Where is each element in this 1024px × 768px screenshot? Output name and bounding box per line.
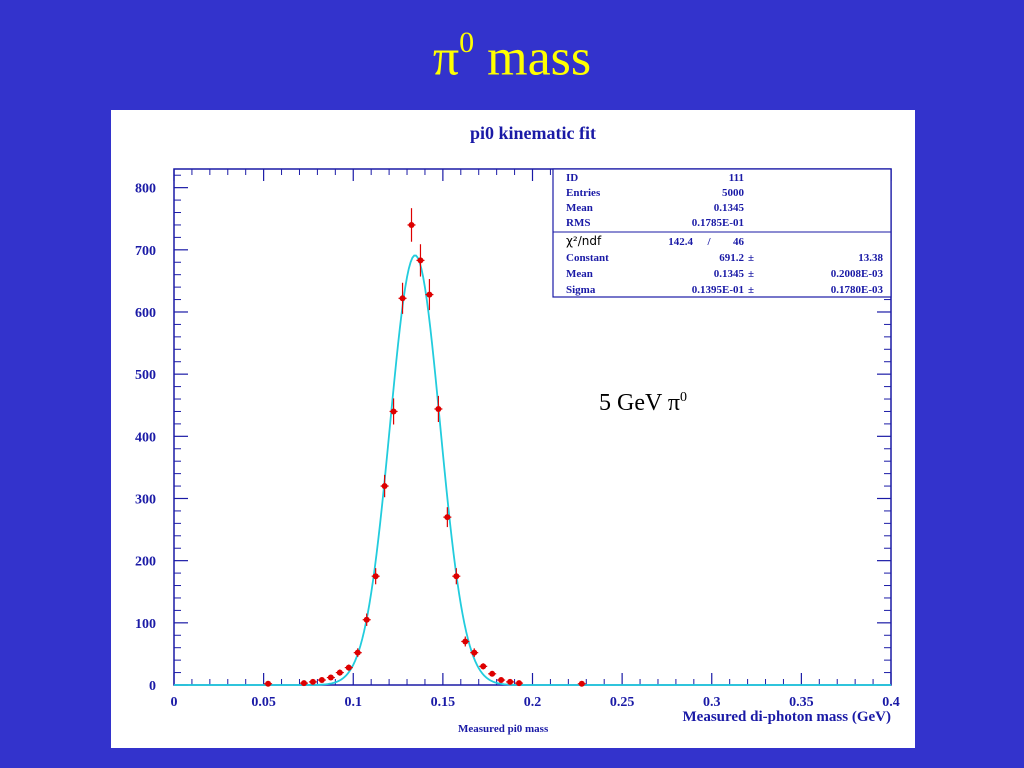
- energy-annotation: 5 GeV π0: [599, 390, 687, 417]
- data-point: [399, 295, 406, 302]
- energy-annotation-superscript: 0: [680, 390, 687, 405]
- data-point: [498, 677, 505, 684]
- data-point: [327, 674, 334, 681]
- data-point: [318, 677, 325, 684]
- x-tick-label: 0.05: [251, 695, 276, 710]
- stat-label-mean: Mean: [566, 202, 593, 214]
- stat-label-id: ID: [566, 172, 578, 184]
- plot-panel: pi0 kinematic fit 0 0.05 0.1 0.15 0.2 0.25 0.3…: [111, 110, 915, 748]
- y-tick-label: 600: [135, 306, 156, 321]
- stat-value-entries: 5000: [722, 187, 745, 199]
- x-tick-label: 0.15: [431, 695, 456, 710]
- data-points-layer: [264, 208, 586, 687]
- fit-separator: /: [706, 236, 711, 248]
- data-point: [516, 680, 523, 687]
- data-point: [363, 616, 370, 623]
- data-point: [453, 573, 460, 580]
- fit-value-mean: 0.1345: [714, 268, 745, 280]
- x-tick-label: 0.3: [703, 695, 721, 710]
- stat-value-rms: 0.1785E-01: [692, 217, 744, 229]
- data-point: [345, 664, 352, 671]
- fit-pm-constant: ±: [748, 252, 754, 264]
- y-tick-label: 300: [135, 492, 156, 507]
- fit-pm-mean: ±: [748, 268, 754, 280]
- x-axis-label: Measured di-photon mass (GeV): [683, 709, 891, 725]
- data-point: [578, 680, 585, 687]
- fit-error-constant: 13.38: [858, 252, 883, 264]
- data-point: [507, 678, 514, 685]
- y-tick-label: 200: [135, 555, 156, 570]
- x-tick-label: 0: [171, 695, 178, 710]
- data-point: [435, 405, 442, 412]
- data-point: [417, 257, 424, 264]
- gaussian-fit-curve: [174, 254, 891, 686]
- data-point: [381, 483, 388, 490]
- fit-error-mean: 0.2008E-03: [831, 268, 884, 280]
- y-tick-label: 500: [135, 368, 156, 383]
- fit-error-sigma: 0.1780E-03: [831, 284, 884, 296]
- fit-value-chi2: 142.4: [668, 236, 693, 248]
- data-point: [309, 678, 316, 685]
- fit-value-constant: 691.2: [719, 252, 744, 264]
- x-tick-label: 0.1: [345, 695, 363, 710]
- y-tick-label: 700: [135, 244, 156, 259]
- data-point: [471, 649, 478, 656]
- slide-title-pi: π: [432, 29, 460, 87]
- stat-label-entries: Entries: [566, 187, 601, 199]
- data-point: [444, 514, 451, 521]
- stat-value-id: 111: [729, 172, 744, 184]
- slide-title-superscript: 0: [459, 26, 475, 59]
- fit-curve-layer: [174, 254, 891, 686]
- fit-value-sigma: 0.1395E-01: [692, 284, 744, 296]
- stat-label-rms: RMS: [566, 217, 590, 229]
- data-point: [426, 291, 433, 298]
- data-point: [265, 680, 272, 687]
- histogram-chart: pi0 kinematic fit 0 0.05 0.1 0.15 0.2 0.25 0.3…: [135, 123, 900, 735]
- fit-value-ndf: 46: [733, 236, 745, 248]
- x-tick-label: 0.35: [789, 695, 814, 710]
- fit-label-constant: Constant: [566, 252, 609, 264]
- x-tick-label: 0.4: [882, 695, 900, 710]
- data-point: [489, 670, 496, 677]
- footer-label: Measured pi0 mass: [458, 723, 549, 735]
- data-point: [408, 221, 415, 228]
- y-tick-label: 400: [135, 430, 156, 445]
- data-point: [336, 669, 343, 676]
- data-point: [480, 663, 487, 670]
- slide-title: π0 mass: [0, 28, 1024, 87]
- stats-box: ID 111 Entries 5000 Mean 0.1345 RMS 0.17…: [552, 168, 892, 298]
- y-tick-label: 0: [149, 679, 156, 694]
- data-point: [354, 649, 361, 656]
- data-point: [462, 638, 469, 645]
- slide-title-rest: mass: [474, 29, 592, 87]
- x-tick-label: 0.2: [524, 695, 542, 710]
- data-point: [372, 573, 379, 580]
- y-tick-label: 800: [135, 182, 156, 197]
- x-tick-label: 0.25: [610, 695, 635, 710]
- stat-value-mean: 0.1345: [714, 202, 745, 214]
- fit-pm-sigma: ±: [748, 284, 754, 296]
- y-tick-label: 100: [135, 617, 156, 632]
- fit-label-mean: Mean: [566, 268, 593, 280]
- fit-label-chi2ndf: χ²/ndf: [566, 234, 602, 248]
- data-point: [300, 680, 307, 687]
- energy-annotation-text: 5 GeV π: [599, 390, 680, 416]
- data-point: [390, 408, 397, 415]
- stats-box-frame: [552, 168, 892, 298]
- fit-label-sigma: Sigma: [566, 284, 596, 296]
- chart-title: pi0 kinematic fit: [470, 123, 596, 143]
